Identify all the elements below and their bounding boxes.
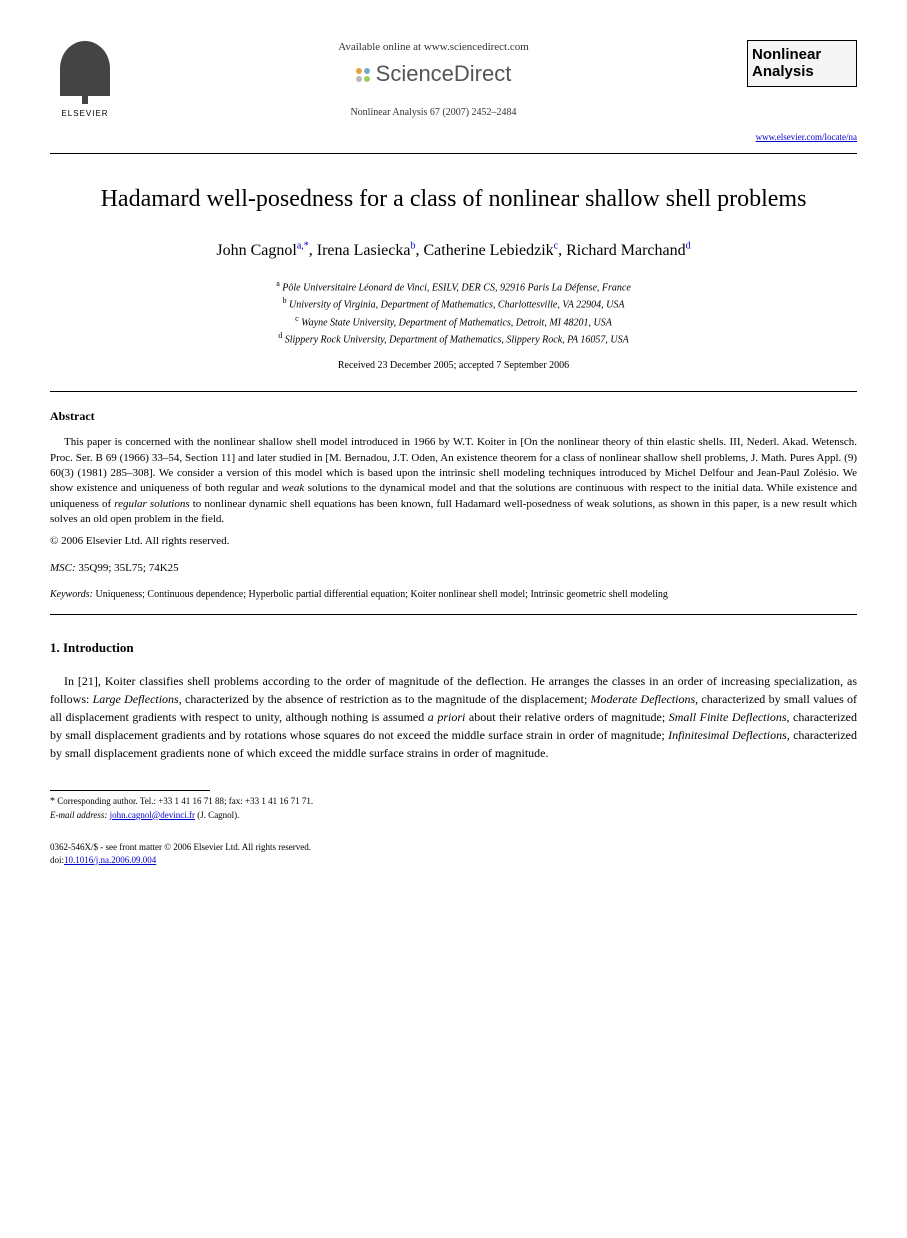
doi-link[interactable]: 10.1016/j.na.2006.09.004: [64, 855, 156, 865]
sd-dots-icon: [356, 68, 370, 82]
journal-reference: Nonlinear Analysis 67 (2007) 2452–2484: [140, 106, 727, 120]
keywords-line: Keywords: Uniqueness; Continuous depende…: [50, 588, 857, 602]
email-line: E-mail address: john.cagnol@devinci.fr (…: [50, 809, 857, 822]
elsevier-text: ELSEVIER: [61, 108, 108, 119]
msc-label: MSC:: [50, 562, 76, 574]
affiliations: a Pôle Universitaire Léonard de Vinci, E…: [50, 278, 857, 347]
abstract-bottom-rule: [50, 614, 857, 615]
email-link[interactable]: john.cagnol@devinci.fr: [110, 810, 195, 820]
affiliation-a: a Pôle Universitaire Léonard de Vinci, E…: [50, 278, 857, 295]
msc-codes: 35Q99; 35L75; 74K25: [78, 562, 178, 574]
abstract-heading: Abstract: [50, 408, 857, 425]
corresponding-author-line: * Corresponding author. Tel.: +33 1 41 1…: [50, 795, 857, 809]
author-0: John Cagnola,*: [216, 242, 308, 259]
footnote-rule: [50, 790, 210, 791]
available-online-text: Available online at www.sciencedirect.co…: [140, 40, 727, 55]
bottom-info: 0362-546X/$ - see front matter © 2006 El…: [50, 841, 857, 866]
msc-line: MSC: 35Q99; 35L75; 74K25: [50, 561, 857, 576]
author-3: Richard Marchandd: [566, 242, 691, 259]
affiliation-d: d Slippery Rock University, Department o…: [50, 330, 857, 347]
front-matter-line: 0362-546X/$ - see front matter © 2006 El…: [50, 841, 857, 854]
introduction-heading: 1. Introduction: [50, 639, 857, 657]
journal-box-line1: Nonlinear: [752, 47, 852, 64]
abstract-top-rule: [50, 391, 857, 392]
journal-box-line2: Analysis: [752, 64, 852, 81]
author-1: Irena Lasieckab: [317, 242, 416, 259]
sciencedirect-text: ScienceDirect: [376, 59, 512, 90]
keywords-label: Keywords:: [50, 589, 93, 600]
article-dates: Received 23 December 2005; accepted 7 Se…: [50, 359, 857, 373]
elsevier-logo: ELSEVIER: [50, 40, 120, 120]
journal-url-link[interactable]: www.elsevier.com/locate/na: [756, 132, 857, 142]
footnote-block: * Corresponding author. Tel.: +33 1 41 1…: [50, 795, 857, 822]
copyright-line: © 2006 Elsevier Ltd. All rights reserved…: [50, 534, 857, 549]
journal-brand-box: Nonlinear Analysis www.elsevier.com/loca…: [747, 40, 857, 145]
affiliation-b: b University of Virginia, Department of …: [50, 295, 857, 312]
paper-title: Hadamard well-posedness for a class of n…: [50, 184, 857, 215]
doi-line: doi:10.1016/j.na.2006.09.004: [50, 854, 857, 867]
nonlinear-analysis-box: Nonlinear Analysis: [747, 40, 857, 87]
authors-line: John Cagnola,*, Irena Lasieckab, Catheri…: [50, 239, 857, 262]
sciencedirect-logo: ScienceDirect: [140, 59, 727, 90]
affiliation-c: c Wayne State University, Department of …: [50, 313, 857, 330]
center-header: Available online at www.sciencedirect.co…: [120, 40, 747, 120]
elsevier-tree-icon: [60, 41, 110, 96]
introduction-text: In [21], Koiter classifies shell problem…: [50, 672, 857, 762]
header-rule: [50, 153, 857, 154]
header-row: ELSEVIER Available online at www.science…: [50, 40, 857, 145]
abstract-text: This paper is concerned with the nonline…: [50, 435, 857, 527]
keywords-text: Uniqueness; Continuous dependence; Hyper…: [95, 589, 667, 600]
author-2: Catherine Lebiedzikc: [423, 242, 558, 259]
